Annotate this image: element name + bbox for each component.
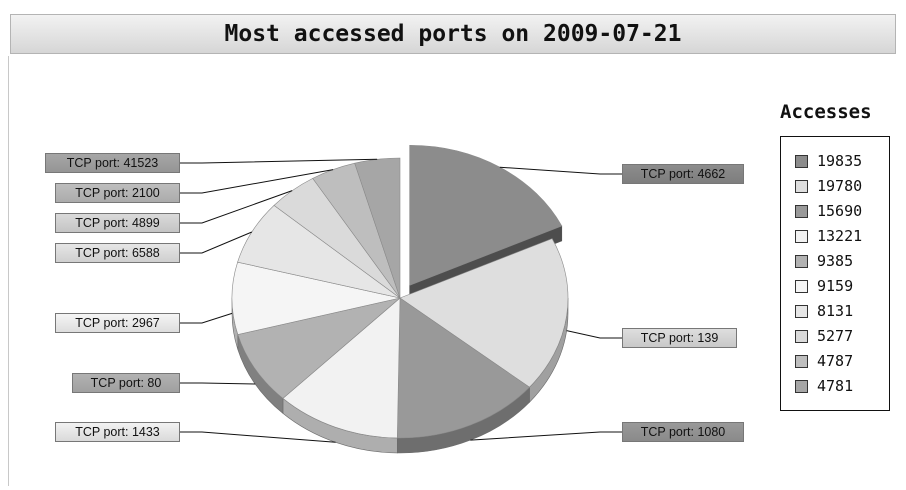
legend-swatch (795, 180, 808, 193)
slice-label: TCP port: 4662 (622, 164, 744, 184)
legend-swatch (795, 355, 808, 368)
legend-label: 5277 (817, 327, 854, 345)
slice-label: TCP port: 2967 (55, 313, 180, 333)
legend-label: 19780 (817, 177, 863, 195)
legend-swatch (795, 305, 808, 318)
legend-swatch (795, 155, 808, 168)
legend-label: 19835 (817, 152, 863, 170)
label-leader-line (180, 169, 334, 194)
label-leader-line (180, 190, 293, 224)
slice-label: TCP port: 1080 (622, 422, 744, 442)
legend-swatch (795, 330, 808, 343)
legend-label: 4787 (817, 352, 854, 370)
pie-slice[interactable] (354, 157, 401, 299)
label-leader-line (180, 231, 253, 254)
pie-slice[interactable] (409, 145, 563, 286)
legend-label: 15690 (817, 202, 863, 220)
pie-slice[interactable] (231, 261, 401, 335)
frame-left-rule (8, 56, 9, 486)
label-leader-line (180, 312, 233, 324)
legend-swatch (795, 230, 808, 243)
legend: 19835 19780 15690 13221 9385 9159 8131 5277 4787… (780, 136, 890, 411)
legend-swatch (795, 205, 808, 218)
pie-slice[interactable] (282, 297, 401, 439)
legend-label: 9385 (817, 252, 854, 270)
legend-swatch (795, 255, 808, 268)
label-leader-line (499, 166, 622, 175)
pie-slice[interactable] (237, 297, 401, 399)
label-leader-line (470, 431, 622, 441)
legend-title: Accesses (780, 101, 872, 123)
legend-swatch (795, 380, 808, 393)
label-leader-line (180, 382, 256, 385)
slice-label: TCP port: 2100 (55, 183, 180, 203)
label-leader-line (566, 330, 622, 339)
pie-slice[interactable] (396, 297, 530, 439)
legend-swatch (795, 280, 808, 293)
legend-label: 13221 (817, 227, 863, 245)
slice-label: TCP port: 139 (622, 328, 737, 348)
slice-label: TCP port: 80 (72, 373, 180, 393)
label-leader-line (180, 158, 378, 164)
slice-label: TCP port: 41523 (45, 153, 180, 173)
legend-label: 8131 (817, 302, 854, 320)
chart-title: Most accessed ports on 2009-07-21 (10, 14, 896, 54)
slice-label: TCP port: 4899 (55, 213, 180, 233)
slice-label: TCP port: 1433 (55, 422, 180, 442)
legend-label: 9159 (817, 277, 854, 295)
pie-slice[interactable] (399, 238, 569, 388)
slice-label: TCP port: 6588 (55, 243, 180, 263)
label-leader-line (180, 431, 336, 443)
legend-label: 4781 (817, 377, 854, 395)
